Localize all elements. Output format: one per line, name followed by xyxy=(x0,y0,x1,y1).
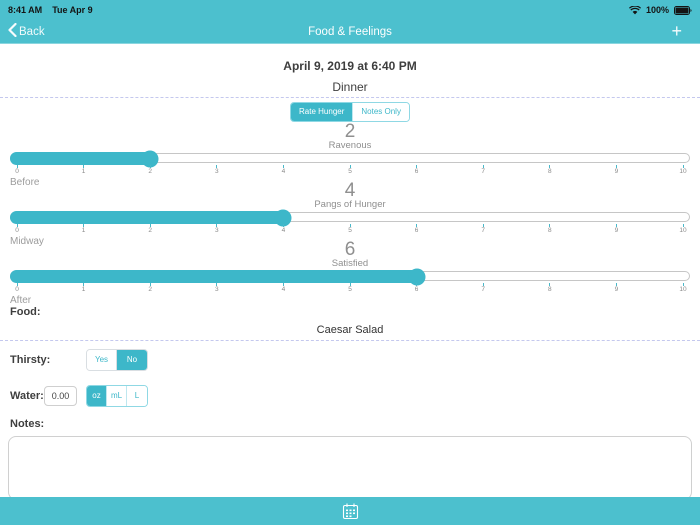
slider-midway-value: 4 xyxy=(344,180,356,201)
slider-tick: 5 xyxy=(344,283,356,293)
rate-hunger-tab[interactable]: Rate Hunger xyxy=(291,103,354,121)
slider-tick: 1 xyxy=(78,224,90,234)
slider-tick: 7 xyxy=(477,283,489,293)
unit-ml-button[interactable]: mL xyxy=(107,386,127,406)
slider-tick: 9 xyxy=(610,165,622,175)
stage-label-before: Before xyxy=(10,177,40,188)
slider-tick: 6 xyxy=(411,283,423,293)
slider-tick: 3 xyxy=(211,224,223,234)
slider-tick: 7 xyxy=(477,165,489,175)
hunger-sliders: 2 Ravenous 0 1 2 3 4 5 6 7 8 9 10 Before 4 Pangs o… xyxy=(0,121,700,306)
slider-tick: 6 xyxy=(411,224,423,234)
slider-tick: 2 xyxy=(144,165,156,175)
back-button[interactable]: Back xyxy=(8,20,45,43)
thirsty-toggle-group: Yes No xyxy=(86,349,148,371)
slider-midway-track[interactable] xyxy=(10,209,690,226)
slider-before-track[interactable] xyxy=(10,150,690,167)
mode-toggle-group: Rate Hunger Notes Only xyxy=(290,102,410,122)
slider-tick: 5 xyxy=(344,224,356,234)
slider-tick: 1 xyxy=(78,165,90,175)
slider-midway-value-label: Pangs of Hunger xyxy=(314,199,386,210)
slider-tick: 10 xyxy=(677,165,689,175)
stage-label-midway: Midway xyxy=(10,236,44,247)
entry-datetime: April 9, 2019 at 6:40 PM xyxy=(283,59,417,73)
slider-tick: 4 xyxy=(277,283,289,293)
battery-icon xyxy=(674,5,692,15)
chevron-left-icon xyxy=(8,22,17,40)
water-label: Water: xyxy=(10,389,44,402)
unit-l-button[interactable]: L xyxy=(127,386,147,406)
meal-type-label: Dinner xyxy=(332,80,368,94)
stage-label-after: After xyxy=(10,295,32,306)
slider-midway-ticks: 0 1 2 3 4 5 6 7 8 9 10 xyxy=(10,224,690,234)
slider-midway: 4 Pangs of Hunger 0 1 2 3 4 5 6 7 8 9 10 Midway xyxy=(0,180,700,247)
slider-after-thumb[interactable] xyxy=(408,268,426,285)
slider-tick: 10 xyxy=(677,283,689,293)
calendar-icon[interactable] xyxy=(341,502,360,521)
water-units-group: oz mL L xyxy=(86,385,148,407)
mode-toggle-row: Rate Hunger Notes Only xyxy=(0,101,700,122)
content-area: April 9, 2019 at 6:40 PM Dinner Rate Hun… xyxy=(0,44,700,500)
slider-tick: 2 xyxy=(144,224,156,234)
water-row: Water: oz mL L xyxy=(10,385,700,407)
wifi-icon xyxy=(628,5,641,15)
thirsty-row: Thirsty: Yes No xyxy=(10,349,700,371)
slider-after: 6 Satisfied 0 1 2 3 4 5 6 7 8 9 10 After xyxy=(0,239,700,306)
slider-tick: 0 xyxy=(11,224,23,234)
slider-before-value-label: Ravenous xyxy=(328,140,372,151)
slider-tick: 8 xyxy=(544,283,556,293)
water-amount-input[interactable] xyxy=(44,386,77,406)
back-label: Back xyxy=(19,25,45,38)
battery-percent: 100% xyxy=(645,5,669,15)
thirsty-label: Thirsty: xyxy=(10,353,51,366)
notes-textarea[interactable] xyxy=(8,436,692,500)
unit-oz-button[interactable]: oz xyxy=(87,386,107,406)
thirsty-no-button[interactable]: No xyxy=(117,350,147,370)
slider-after-value-label: Satisfied xyxy=(331,258,369,269)
bottom-toolbar xyxy=(0,497,700,525)
notes-only-tab[interactable]: Notes Only xyxy=(353,103,409,121)
slider-tick: 5 xyxy=(344,165,356,175)
slider-tick: 9 xyxy=(610,224,622,234)
slider-tick: 2 xyxy=(144,283,156,293)
dashed-separator-top xyxy=(0,97,700,98)
slider-tick: 3 xyxy=(211,165,223,175)
slider-fill xyxy=(10,270,425,283)
dashed-separator-food xyxy=(0,340,700,341)
page-title: Food & Feelings xyxy=(308,25,392,38)
slider-tick: 9 xyxy=(610,283,622,293)
nav-bar: Back Food & Feelings + xyxy=(0,20,700,44)
thirsty-yes-button[interactable]: Yes xyxy=(87,350,117,370)
slider-tick: 0 xyxy=(11,165,23,175)
status-date: Tue Apr 9 xyxy=(52,5,93,15)
food-label: Food: xyxy=(10,306,41,318)
slider-tick: 0 xyxy=(11,283,23,293)
slider-tick: 8 xyxy=(544,224,556,234)
notes-label: Notes: xyxy=(10,418,45,430)
slider-before-thumb[interactable] xyxy=(141,150,159,167)
add-entry-button[interactable]: + xyxy=(671,21,682,41)
slider-tick: 7 xyxy=(477,224,489,234)
slider-tick: 10 xyxy=(677,224,689,234)
status-bar: 8:41 AM Tue Apr 9 100% xyxy=(0,0,700,20)
slider-tick: 4 xyxy=(277,224,289,234)
status-time: 8:41 AM xyxy=(8,5,43,15)
slider-fill xyxy=(10,152,159,165)
slider-after-track[interactable] xyxy=(10,268,690,285)
slider-midway-thumb[interactable] xyxy=(274,209,292,226)
slider-tick: 8 xyxy=(544,165,556,175)
slider-tick: 3 xyxy=(211,283,223,293)
slider-after-value: 6 xyxy=(344,239,356,260)
slider-tick: 4 xyxy=(277,165,289,175)
slider-after-ticks: 0 1 2 3 4 5 6 7 8 9 10 xyxy=(10,283,690,293)
slider-tick: 1 xyxy=(78,283,90,293)
slider-before-ticks: 0 1 2 3 4 5 6 7 8 9 10 xyxy=(10,165,690,175)
slider-fill xyxy=(10,211,292,224)
slider-before: 2 Ravenous 0 1 2 3 4 5 6 7 8 9 10 Before xyxy=(0,121,700,188)
food-value[interactable]: Caesar Salad xyxy=(316,324,384,336)
slider-tick: 6 xyxy=(411,165,423,175)
slider-before-value: 2 xyxy=(344,121,356,142)
